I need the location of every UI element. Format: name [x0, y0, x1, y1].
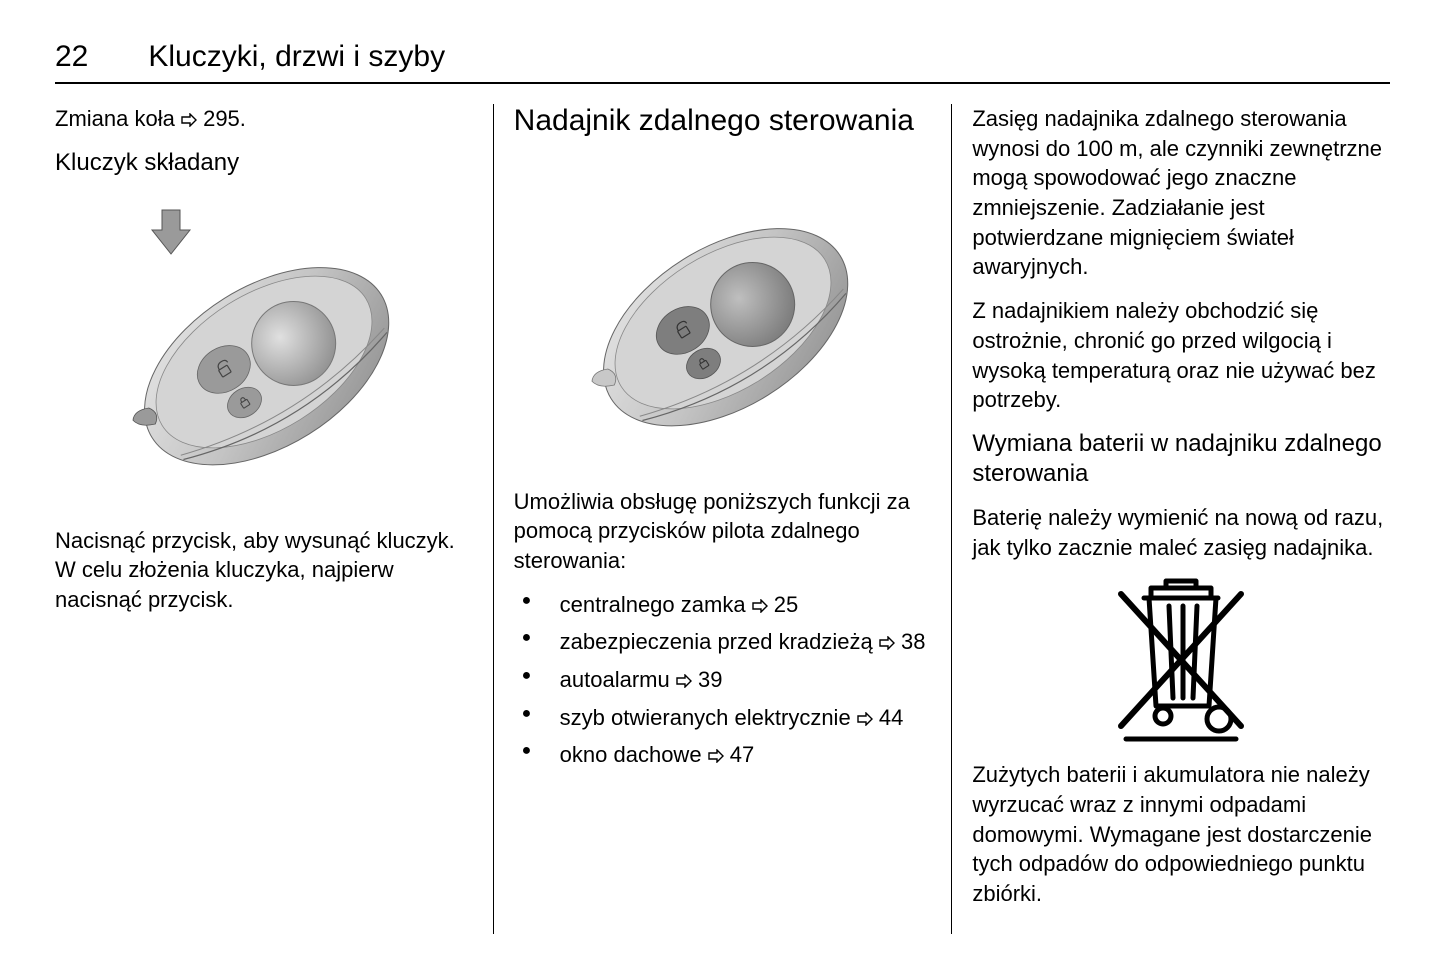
- remote-illustration: [563, 163, 883, 463]
- column-2: Nadajnik zdalnego sterowania: [494, 104, 953, 934]
- crossed-bin-icon: [1101, 576, 1261, 746]
- reference-arrow-icon: [708, 749, 724, 763]
- chapter-title: Kluczyki, drzwi i szyby: [148, 40, 445, 74]
- content-columns: Zmiana koła 295. Kluczyk składany: [55, 104, 1390, 934]
- reference-arrow-icon: [181, 113, 197, 127]
- column-1: Zmiana koła 295. Kluczyk składany: [55, 104, 494, 934]
- page-number: 22: [55, 40, 88, 74]
- reference-arrow-icon: [879, 636, 895, 650]
- press-arrow-icon: [152, 210, 190, 254]
- reference-arrow-icon: [676, 674, 692, 688]
- list-item: autoalarmu 39: [542, 665, 932, 695]
- bullet-ref: 47: [730, 742, 754, 767]
- bullet-ref: 44: [879, 705, 903, 730]
- battery-heading: Wymiana baterii w nadajniku zdalnego ste…: [972, 429, 1390, 489]
- care-text: Z nadajnikiem należy obchodzić się ostro…: [972, 296, 1390, 415]
- bullet-text: centralnego zamka: [560, 592, 752, 617]
- remote-figure: [514, 153, 932, 473]
- manual-page: 22 Kluczyki, drzwi i szyby Zmiana koła 2…: [0, 0, 1445, 965]
- page-header: 22 Kluczyki, drzwi i szyby: [55, 40, 1390, 84]
- reference-arrow-icon: [752, 599, 768, 613]
- column-3: Zasięg nadajnika zdalnego sterowania wyn…: [952, 104, 1390, 934]
- list-item: centralnego zamka 25: [542, 590, 932, 620]
- no-bin-figure: [972, 576, 1390, 746]
- remote-intro: Umożliwia obsługę poniższych funkcji za …: [514, 487, 932, 576]
- bullet-text: okno dachowe: [560, 742, 708, 767]
- range-text: Zasięg nadajnika zdalnego sterowania wyn…: [972, 104, 1390, 282]
- list-item: okno dachowe 47: [542, 740, 932, 770]
- reference-arrow-icon: [857, 712, 873, 726]
- bullet-ref: 38: [901, 629, 925, 654]
- folding-key-illustration: [104, 202, 424, 502]
- disposal-text: Zużytych baterii i akumulatora nie należ…: [972, 760, 1390, 908]
- wheel-change-text: Zmiana koła: [55, 106, 181, 131]
- battery-text: Baterię należy wymienić na nową od razu,…: [972, 503, 1390, 562]
- bullet-ref: 39: [698, 667, 722, 692]
- bullet-text: szyb otwieranych elektrycznie: [560, 705, 857, 730]
- bullet-text: zabezpieczenia przed kradzieżą: [560, 629, 879, 654]
- remote-heading: Nadajnik zdalnego sterowania: [514, 104, 932, 139]
- wheel-change-ref: 295.: [203, 106, 246, 131]
- folding-key-figure: [55, 192, 473, 512]
- list-item: szyb otwieranych elektrycznie 44: [542, 703, 932, 733]
- bullet-ref: 25: [774, 592, 798, 617]
- folding-key-heading: Kluczyk składany: [55, 148, 473, 178]
- remote-functions-list: centralnego zamka 25 zabezpieczenia prze…: [514, 590, 932, 770]
- folding-key-instruction: Nacisnąć przycisk, aby wysunąć kluczyk. …: [55, 526, 473, 615]
- wheel-change-line: Zmiana koła 295.: [55, 104, 473, 134]
- list-item: zabezpieczenia przed kradzieżą 38: [542, 627, 932, 657]
- bullet-text: autoalarmu: [560, 667, 676, 692]
